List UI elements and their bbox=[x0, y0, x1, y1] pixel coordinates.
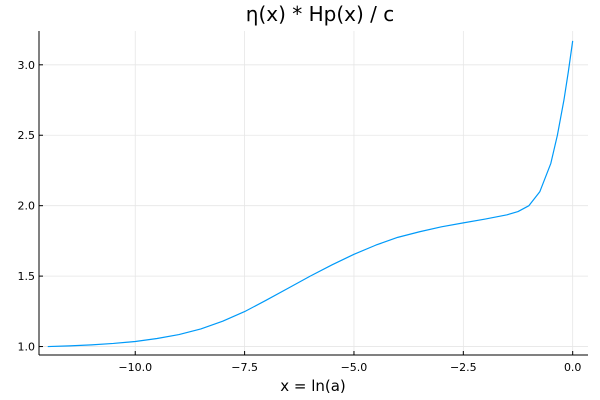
x-tick-label: −10.0 bbox=[118, 361, 152, 374]
tick-labels: −10.0 −7.5 −5.0 −2.5 0.0 1.0 1.5 2.0 2.5 3.0 bbox=[18, 59, 582, 374]
x-axis-label: x = ln(a) bbox=[280, 377, 346, 395]
axes bbox=[38, 31, 588, 356]
grid-lines bbox=[39, 31, 588, 355]
series-lines bbox=[47, 40, 574, 348]
series-line bbox=[47, 40, 574, 348]
y-tick-label: 1.5 bbox=[18, 270, 36, 283]
x-tick-label: −7.5 bbox=[231, 361, 258, 374]
y-tick-label: 3.0 bbox=[18, 59, 36, 72]
x-tick-label: −2.5 bbox=[450, 361, 477, 374]
x-tick-label: −5.0 bbox=[341, 361, 368, 374]
y-tick-label: 1.0 bbox=[18, 341, 36, 354]
y-tick-label: 2.0 bbox=[18, 200, 36, 213]
x-tick-label: 0.0 bbox=[564, 361, 582, 374]
chart-title: η(x) * Hp(x) / c bbox=[246, 2, 394, 26]
y-tick-label: 2.5 bbox=[18, 129, 36, 142]
